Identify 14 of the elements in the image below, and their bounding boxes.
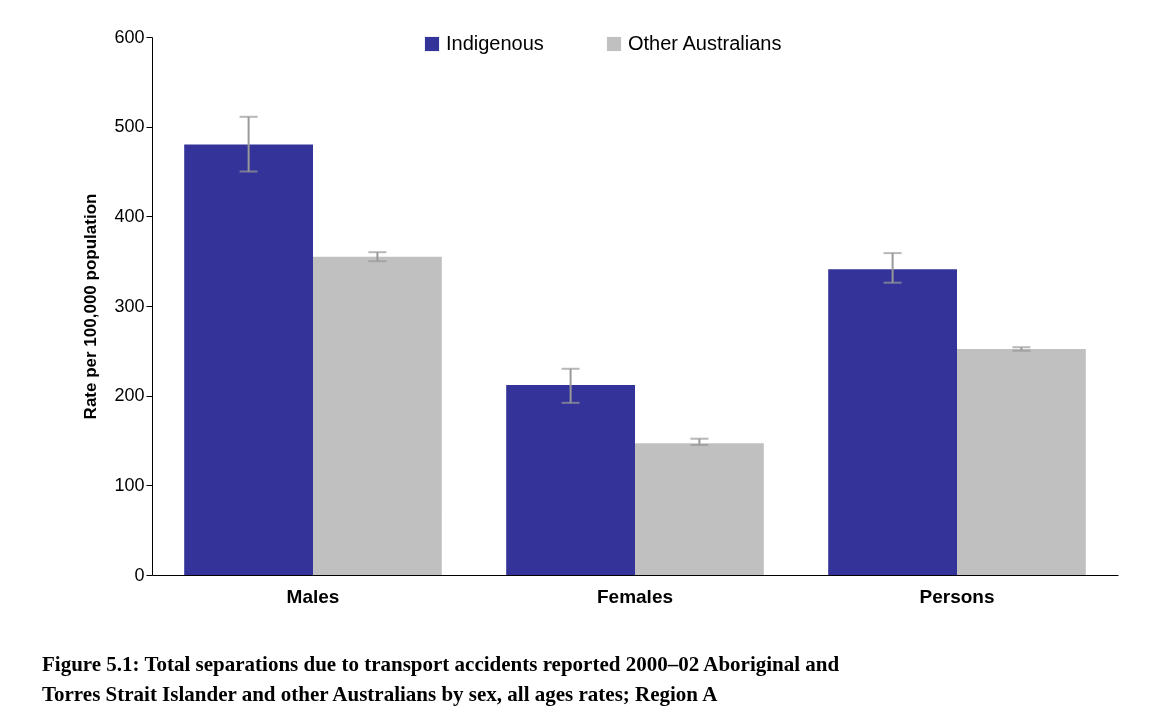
y-tick-label: 600	[114, 26, 145, 47]
y-tick-label: 300	[114, 295, 145, 316]
x-tick-label: Persons	[919, 585, 995, 607]
text: Figure 5.1: Total separations due to transport accidents reported 2000–02 Aboriginal and Torres Strait Islander and other Australians by sex, all ages rates; Region A	[41, 652, 840, 706]
legend-label: Indigenous	[446, 32, 544, 54]
y-tick-label: 400	[114, 205, 145, 226]
y-tick-label: 500	[114, 116, 145, 137]
legend-label: Other Australians	[628, 32, 782, 54]
y-tick-label: 0	[134, 564, 145, 585]
y-tick-label: 100	[114, 474, 145, 495]
y-tick-label: 200	[114, 385, 145, 406]
x-tick-label: Females	[596, 585, 674, 607]
x-tick-label: Males	[286, 585, 340, 607]
y-axis-title: Rate per 100,000 population	[81, 193, 101, 420]
